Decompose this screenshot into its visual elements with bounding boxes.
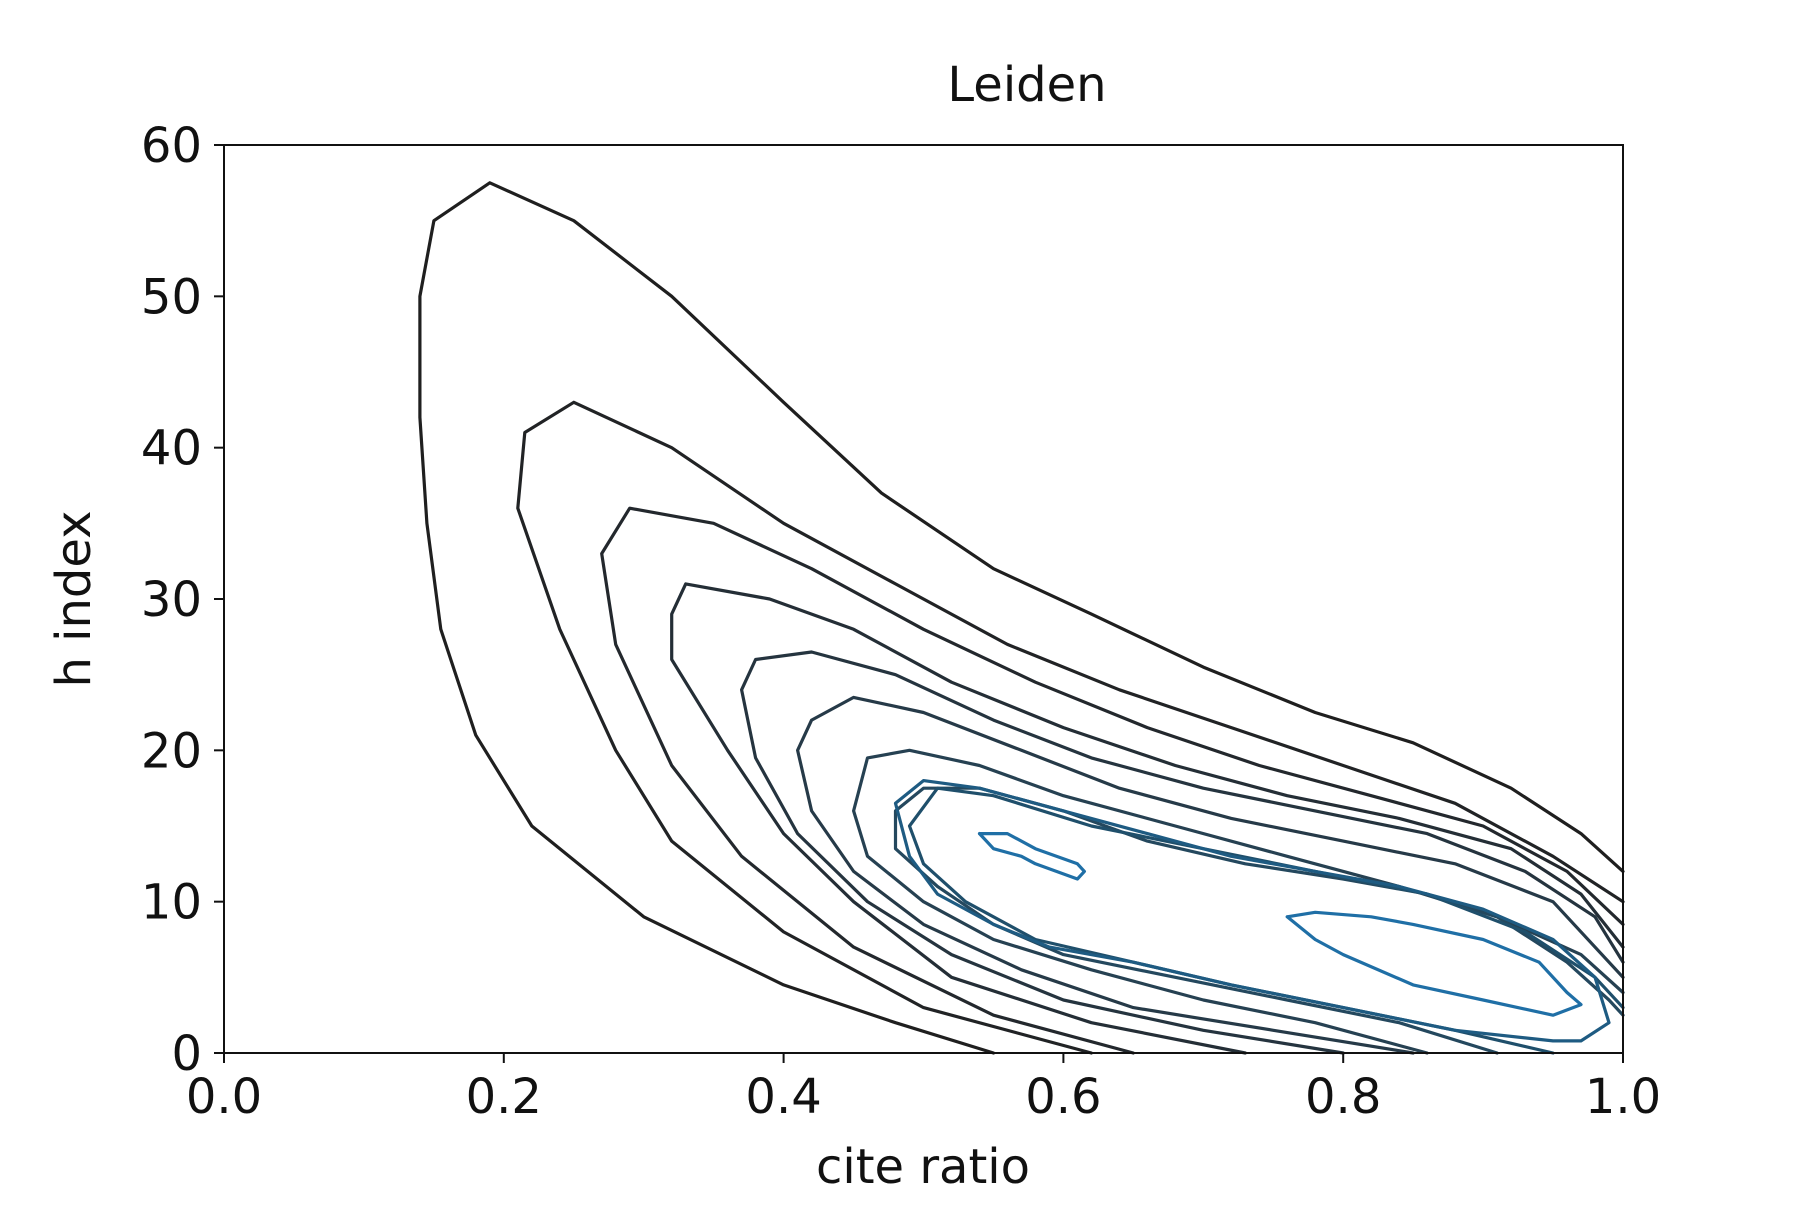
x-tick-label: 0.8 <box>1305 1069 1381 1125</box>
x-axis-title: cite ratio <box>816 1139 1030 1195</box>
x-tick-label: 0.0 <box>186 1069 262 1125</box>
x-tick-label: 1.0 <box>1585 1069 1661 1125</box>
y-tick-label: 40 <box>141 421 202 477</box>
x-tick-label: 0.4 <box>745 1069 821 1125</box>
x-tick-label: 0.6 <box>1025 1069 1101 1125</box>
contour-line-5 <box>740 650 1625 1055</box>
y-tick-label: 50 <box>141 269 202 325</box>
x-axis: 0.0 0.2 0.4 0.6 0.8 1.0 <box>186 1053 1661 1125</box>
x-tick-label: 0.2 <box>466 1069 542 1125</box>
y-tick-label: 10 <box>141 875 202 931</box>
contour-line-8 <box>893 786 1625 1055</box>
contour-group <box>418 181 1625 1055</box>
contour-line-6 <box>796 695 1625 1055</box>
chart-title: Leiden <box>947 57 1106 113</box>
y-axis-title: h index <box>46 511 102 688</box>
y-tick-label: 20 <box>141 723 202 779</box>
contour-line-11-1 <box>977 832 1086 881</box>
contour-line-10 <box>893 779 1611 1043</box>
contour-line-11-2 <box>1285 910 1583 1017</box>
contour-line-3 <box>600 506 1625 1055</box>
y-tick-label: 60 <box>141 118 202 174</box>
contour-line-4 <box>670 582 1625 1055</box>
y-axis: 0 10 20 30 40 50 60 <box>141 118 224 1082</box>
y-tick-label: 0 <box>171 1026 202 1082</box>
y-tick-label: 30 <box>141 572 202 628</box>
contour-line-2 <box>516 400 1625 1055</box>
contour-line-1 <box>418 181 1625 1055</box>
